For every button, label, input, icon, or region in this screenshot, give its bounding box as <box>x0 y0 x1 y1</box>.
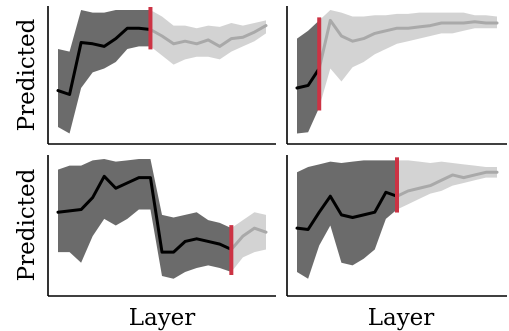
panel-1-pre-band <box>58 10 151 134</box>
panel-4 <box>286 155 507 297</box>
y-axis-label-bottom: Predicted <box>14 168 40 281</box>
panel-3-post-line <box>229 226 268 251</box>
panel-2-pre-line <box>295 67 321 90</box>
panel-4-post-line <box>395 170 499 198</box>
panel-2 <box>286 6 507 145</box>
panel-1-post-band <box>150 10 266 65</box>
panel-3 <box>47 155 276 297</box>
panel-3-pre-band <box>58 159 232 279</box>
panel-4-pre-band <box>297 160 397 279</box>
panel-2-post-line <box>317 18 499 70</box>
panel-2-post-band <box>319 10 497 108</box>
panel-4-pre-line <box>295 190 399 231</box>
panel-4-post-band <box>397 160 497 210</box>
panel-1-post-line <box>148 24 268 48</box>
x-axis-label-right: Layer <box>368 305 435 331</box>
panel-3-pre-line <box>56 174 233 254</box>
panel-2-pre-band <box>297 20 320 134</box>
panel-1 <box>47 6 276 145</box>
x-axis-label-left: Layer <box>129 305 196 331</box>
panel-1-pre-line <box>56 26 152 96</box>
panels-group <box>47 6 507 297</box>
panel-3-post-band <box>231 212 266 273</box>
y-axis-label-top: Predicted <box>14 18 40 131</box>
